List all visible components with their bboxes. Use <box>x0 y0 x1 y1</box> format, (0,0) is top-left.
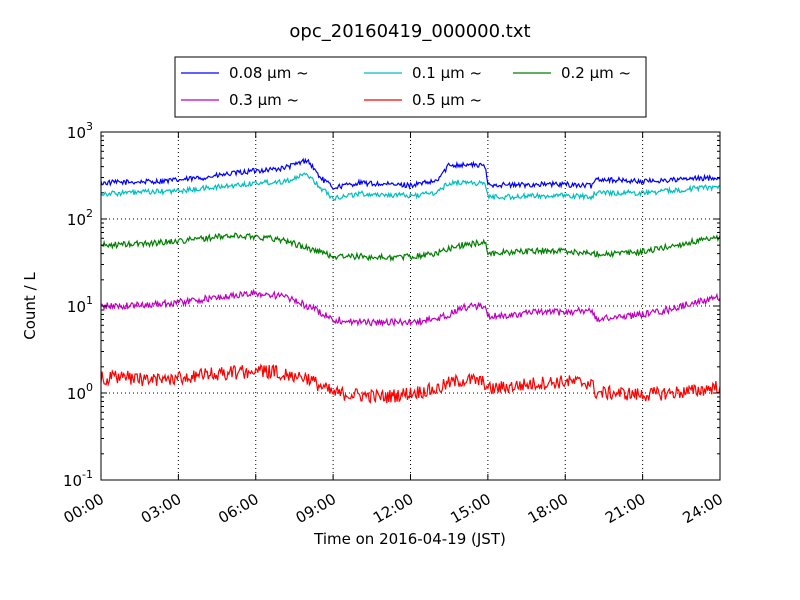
series-lines <box>100 157 721 404</box>
x-tick-label: 18:00 <box>525 490 571 527</box>
x-tick-label: 21:00 <box>602 490 648 527</box>
legend-label: 0.1 μm ~ <box>412 64 482 82</box>
legend-label: 0.2 μm ~ <box>561 64 631 82</box>
series-line <box>100 288 721 328</box>
legend-label: 0.5 μm ~ <box>412 91 482 109</box>
series-line <box>100 363 721 404</box>
legend: 0.08 μm ~ 0.1 μm ~ 0.2 μm ~ 0.3 μm ~ 0.5 μm … <box>174 56 647 118</box>
y-tick-label: 10-1 <box>63 468 93 490</box>
y-tick-label: 101 <box>67 294 93 316</box>
y-tick-label: 100 <box>67 381 93 403</box>
series-line <box>100 172 721 201</box>
y-tick-label: 103 <box>67 120 93 142</box>
x-tick-label: 09:00 <box>293 490 339 527</box>
legend-label: 0.08 μm ~ <box>229 64 309 82</box>
series-line <box>100 157 721 191</box>
x-tick-label: 15:00 <box>447 490 493 527</box>
y-axis: 10-1 100 101 102 103 <box>63 120 720 490</box>
legend-box <box>174 56 647 118</box>
x-axis: 00:00 03:00 06:00 09:00 12:00 15:00 18:00 21:00… <box>61 132 726 527</box>
chart-title: opc_20160419_000000.txt <box>289 21 530 42</box>
x-tick-label: 03:00 <box>138 490 184 527</box>
x-tick-label: 24:00 <box>680 490 726 527</box>
x-tick-label: 00:00 <box>61 490 107 527</box>
series-line <box>100 232 721 263</box>
x-tick-label: 12:00 <box>370 490 416 527</box>
y-tick-label: 102 <box>67 207 93 229</box>
y-axis-label: Count / L <box>21 272 39 340</box>
legend-label: 0.3 μm ~ <box>229 91 299 109</box>
x-tick-label: 06:00 <box>215 490 261 527</box>
x-axis-label: Time on 2016-04-19 (JST) <box>313 530 506 548</box>
